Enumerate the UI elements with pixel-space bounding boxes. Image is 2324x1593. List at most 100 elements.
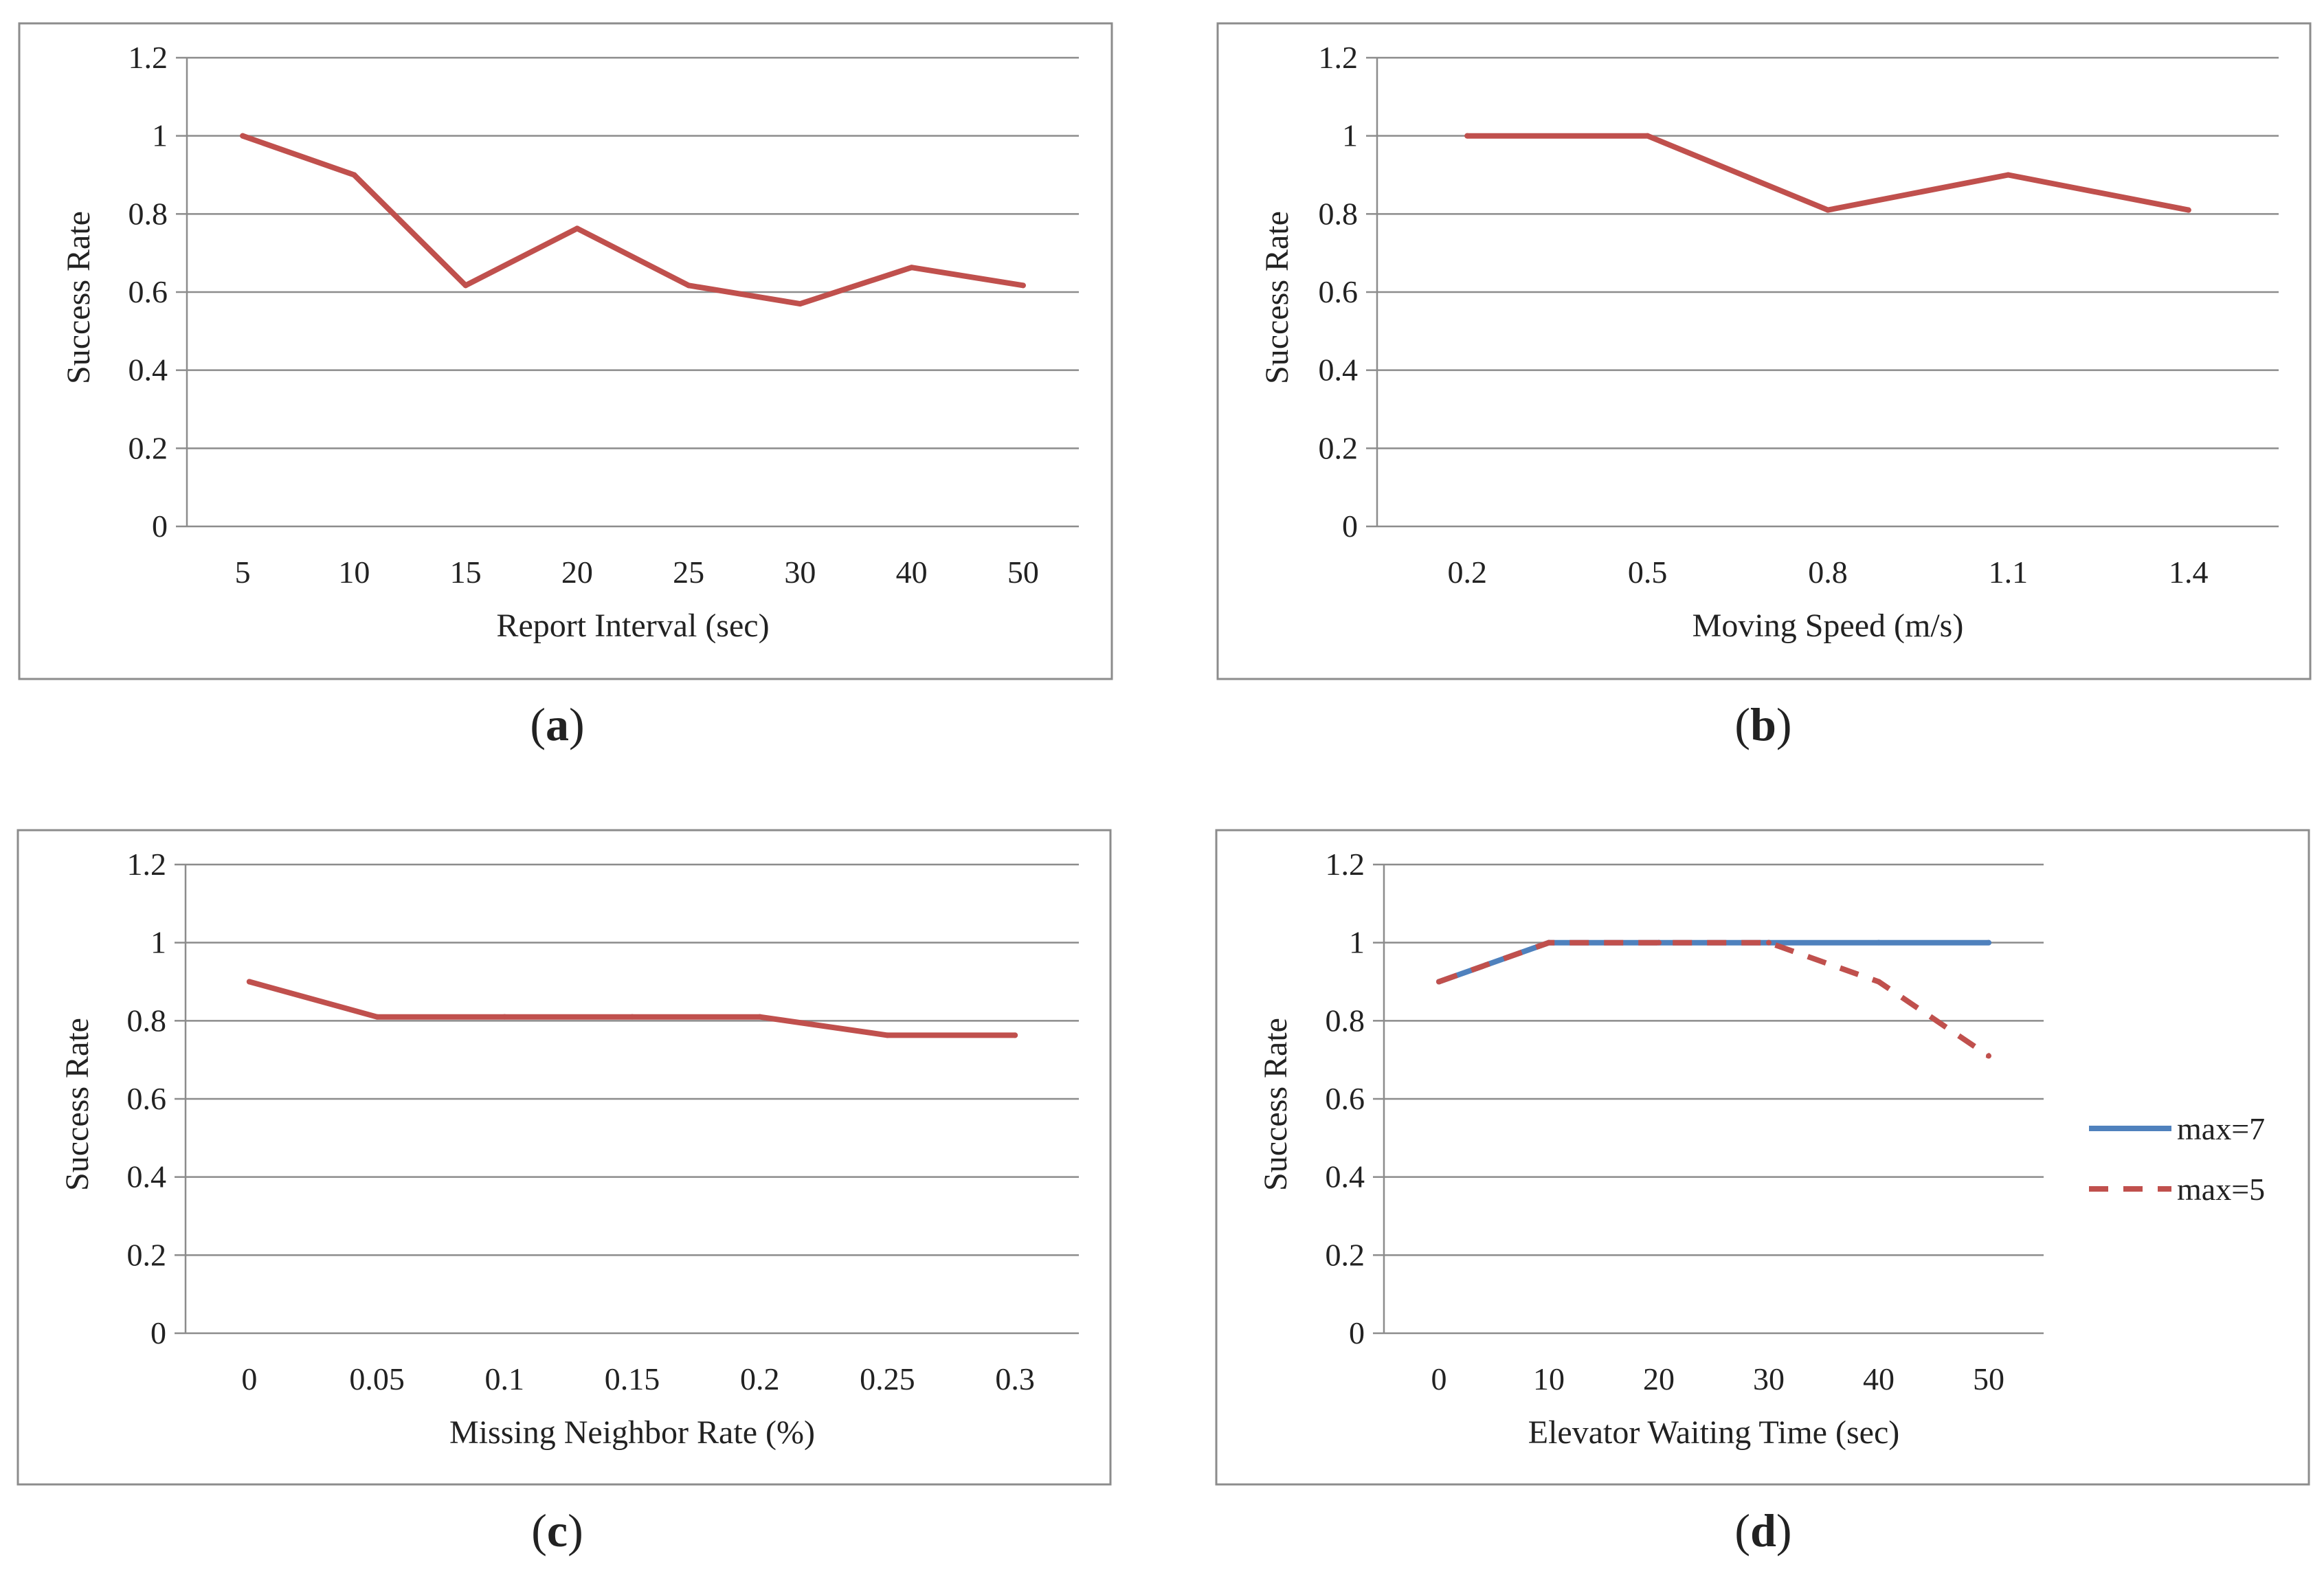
series-line-max-5 (1438, 939, 1991, 1058)
y-tick-label: 1.2 (1326, 847, 1365, 882)
data-point (1825, 207, 1831, 213)
y-tick-label: 0.6 (1319, 274, 1359, 309)
y-tick-label: 1.2 (127, 847, 167, 882)
data-point (374, 1014, 380, 1020)
y-tick-label: 1.2 (129, 40, 168, 75)
data-point (1436, 979, 1442, 985)
y-tick-label: 0.8 (1319, 196, 1359, 231)
data-point (1546, 939, 1552, 946)
y-axis-title: Success Rate (1258, 1018, 1294, 1191)
x-tick-label: 50 (1973, 1361, 2004, 1396)
y-tick-label: 0.8 (129, 196, 168, 231)
caption-letter: a (546, 698, 569, 750)
x-tick-label: 40 (1863, 1361, 1895, 1396)
caption-paren-open: ( (1734, 1504, 1750, 1557)
x-axis-title: Missing Neighbor Rate (%) (449, 1414, 815, 1451)
y-tick-label: 0 (1342, 509, 1358, 544)
x-tick-label: 1.4 (2169, 555, 2209, 590)
chart-frame (1215, 829, 2310, 1486)
data-point (240, 133, 246, 139)
panel-caption: (d) (1734, 1504, 1791, 1557)
data-point (574, 225, 580, 232)
x-tick-label: 0.1 (485, 1361, 525, 1396)
x-tick-label: 0.3 (995, 1361, 1035, 1396)
x-tick-label: 0.05 (349, 1361, 405, 1396)
x-tick-label: 0.2 (740, 1361, 780, 1396)
y-tick-label: 0.4 (1319, 353, 1359, 388)
data-point (884, 1032, 891, 1038)
panel-caption: (a) (530, 698, 584, 750)
data-point (686, 282, 692, 289)
caption-paren-open: ( (531, 1504, 547, 1557)
panel-caption: (b) (1734, 698, 1791, 750)
data-point (757, 1014, 763, 1020)
y-tick-label: 0.4 (127, 1159, 167, 1194)
y-tick-label: 0 (152, 509, 168, 544)
x-tick-label: 15 (450, 555, 482, 590)
x-tick-label: 5 (235, 555, 251, 590)
chart-panel-d: 0 0.2 0.4 0.6 0.8 1 1.2 0 10 20 30 40 50 Elevator Wai… (1215, 829, 2310, 1486)
caption-letter: d (1750, 1504, 1776, 1557)
chart-panel-a: 0 0.2 0.4 0.6 0.8 1 1.2 5 10 15 20 25 30 40 50 Report I… (18, 22, 1113, 680)
y-tick-label: 1 (1342, 118, 1358, 153)
x-tick-label: 20 (561, 555, 593, 590)
chart-frame (1216, 22, 2312, 680)
data-point (1986, 1053, 1991, 1059)
data-point (1656, 939, 1662, 946)
data-point (502, 1014, 508, 1020)
data-point (1020, 282, 1026, 289)
panel-caption: (c) (531, 1504, 583, 1557)
y-tick-label: 0.2 (1326, 1237, 1365, 1272)
x-tick-label: 0 (241, 1361, 257, 1396)
data-point (246, 979, 252, 985)
data-point (2005, 172, 2011, 178)
y-axis-title: Success Rate (1259, 211, 1295, 384)
y-tick-label: 1.2 (1319, 40, 1359, 75)
data-point (908, 265, 915, 271)
y-tick-label: 0.6 (127, 1081, 167, 1116)
y-tick-label: 0.4 (1326, 1159, 1365, 1194)
x-tick-label: 0.2 (1447, 555, 1487, 590)
x-tick-label: 20 (1643, 1361, 1675, 1396)
x-tick-label: 0.8 (1808, 555, 1848, 590)
caption-paren-close: ) (1776, 1504, 1792, 1557)
x-tick-label: 0.25 (860, 1361, 915, 1396)
caption-paren-open: ( (530, 698, 546, 750)
data-point (1986, 939, 1991, 946)
x-axis-title: Elevator Waiting Time (sec) (1528, 1414, 1900, 1451)
x-tick-label: 0.5 (1628, 555, 1668, 590)
y-tick-label: 1 (1349, 925, 1365, 960)
y-axis-title: Success Rate (60, 211, 97, 384)
caption-letter: b (1750, 698, 1776, 750)
y-tick-label: 1 (152, 118, 168, 153)
y-tick-label: 0.4 (129, 353, 168, 388)
chart-frame (16, 829, 1112, 1486)
y-axis-title: Success Rate (59, 1018, 96, 1191)
chart-panel-b: 0 0.2 0.4 0.6 0.8 1 1.2 0.2 0.5 0.8 1.1 1.4 Moving S… (1216, 22, 2312, 680)
y-tick-label: 0.8 (127, 1003, 167, 1038)
data-point (2185, 207, 2191, 213)
y-tick-label: 0.2 (129, 430, 168, 465)
data-point (351, 172, 357, 178)
x-tick-label: 0.15 (605, 1361, 660, 1396)
caption-paren-close: ) (1776, 698, 1792, 750)
data-point (1644, 133, 1651, 139)
x-tick-label: 40 (896, 555, 928, 590)
x-tick-label: 0 (1431, 1361, 1447, 1396)
data-point (1876, 939, 1881, 946)
x-tick-label: 30 (1753, 1361, 1785, 1396)
data-point (1876, 979, 1881, 985)
x-tick-label: 30 (784, 555, 816, 590)
caption-paren-close: ) (569, 698, 585, 750)
series-line (240, 133, 1026, 307)
x-tick-label: 50 (1007, 555, 1039, 590)
x-tick-label: 10 (1533, 1361, 1565, 1396)
y-tick-label: 0.8 (1326, 1003, 1365, 1038)
y-tick-label: 0.2 (127, 1237, 167, 1272)
x-axis-title: Report Interval (sec) (496, 608, 769, 644)
y-tick-label: 0 (1349, 1315, 1365, 1350)
caption-paren-open: ( (1734, 698, 1750, 750)
y-tick-label: 1 (150, 925, 166, 960)
chart-panel-c: 0 0.2 0.4 0.6 0.8 1 1.2 0 0.05 0.1 0.15 0.2 0.25 0.3 M… (16, 829, 1112, 1486)
